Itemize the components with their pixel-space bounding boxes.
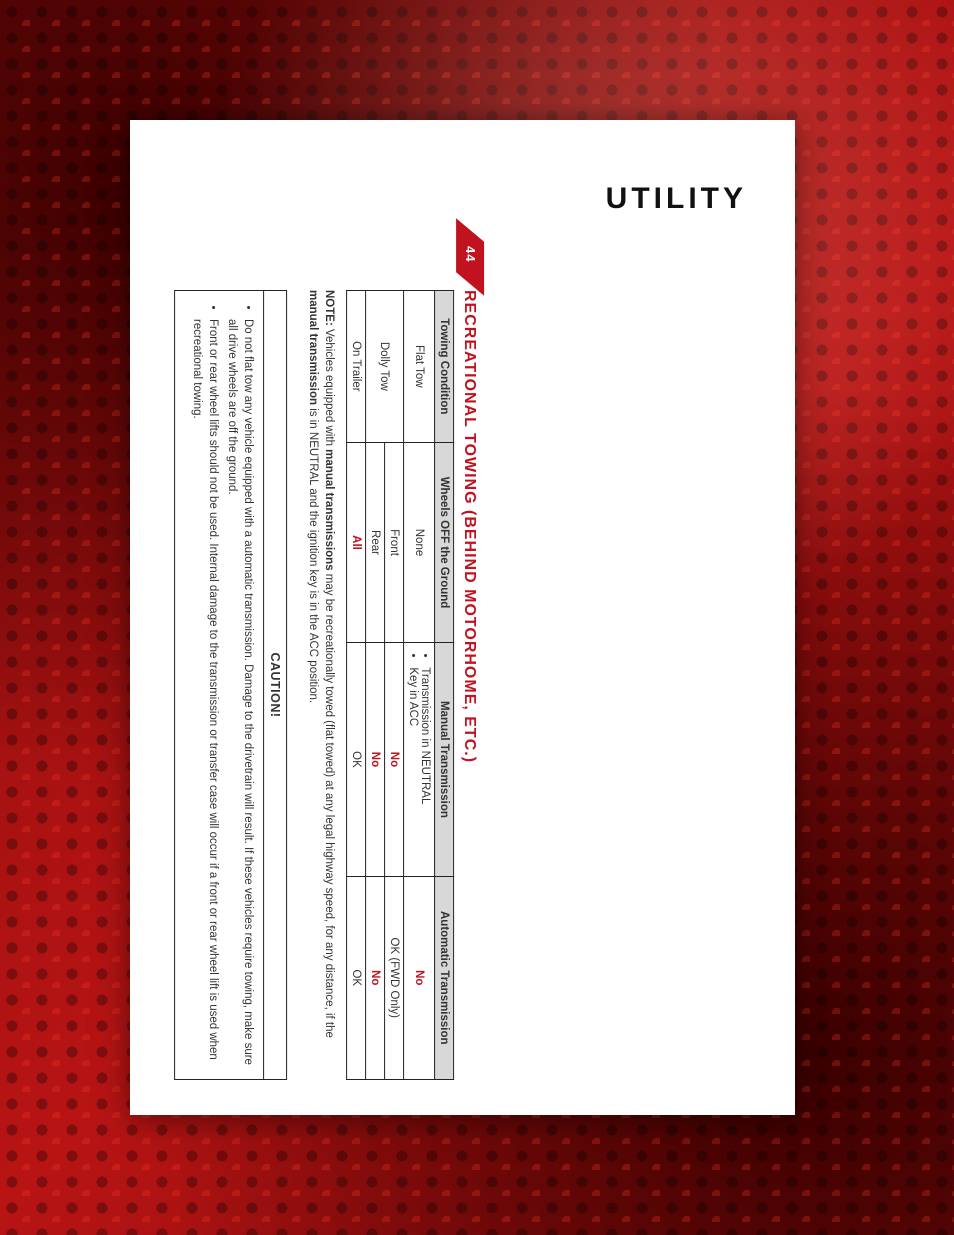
caution-item: Front or rear wheel lifts should not be … xyxy=(189,319,220,1069)
rotated-content: 44 RECREATIONAL TOWING (BEHIND MOTORHOME… xyxy=(174,250,478,1080)
note-text: is in NEUTRAL and the ignition key is in… xyxy=(308,405,320,703)
note-bold: manual transmissions xyxy=(323,449,335,570)
table-header-row: Towing Condition Wheels OFF the Ground M… xyxy=(435,291,454,1080)
row-flat-tow: Flat Tow None Transmission in NEUTRAL Ke… xyxy=(404,291,435,1080)
manual-page: UTILITY 44 RECREATIONAL TOWING (BEHIND M… xyxy=(130,120,795,1115)
note-label: NOTE: xyxy=(323,290,335,326)
note-bold: manual transmission xyxy=(308,290,320,405)
row-dolly-front: Dolly Tow Front No OK (FWD Only) xyxy=(385,291,404,1080)
cell-cond: On Trailer xyxy=(347,291,366,443)
towing-table: Towing Condition Wheels OFF the Ground M… xyxy=(346,290,454,1080)
cell-auto: No xyxy=(366,876,385,1079)
note-text: Vehicles equipped with xyxy=(323,326,335,449)
cell-auto: OK (FWD Only) xyxy=(385,876,404,1079)
cell-manual: No xyxy=(385,643,404,876)
cell-wheels: Front xyxy=(385,442,404,643)
manual-item: Key in ACC xyxy=(407,667,419,869)
page-title: RECREATIONAL TOWING (BEHIND MOTORHOME, E… xyxy=(460,290,478,1080)
cell-cond: Flat Tow xyxy=(404,291,435,443)
cell-wheels: None xyxy=(404,442,435,643)
page-number: 44 xyxy=(463,246,478,262)
cell-auto: No xyxy=(404,876,435,1079)
cell-manual: Transmission in NEUTRAL Key in ACC xyxy=(404,643,435,876)
manual-item: Transmission in NEUTRAL xyxy=(419,667,431,869)
section-header: UTILITY xyxy=(606,182,747,216)
note-paragraph: NOTE: Vehicles equipped with manual tran… xyxy=(305,290,336,1080)
col-auto-trans: Automatic Transmission xyxy=(435,876,454,1079)
cell-wheels: Rear xyxy=(366,442,385,643)
col-manual-trans: Manual Transmission xyxy=(435,643,454,876)
caution-heading: CAUTION! xyxy=(263,291,286,1079)
cell-cond: Dolly Tow xyxy=(366,291,404,443)
cell-wheels: All xyxy=(347,442,366,643)
caution-item: Do not flat tow any vehicle equipped wit… xyxy=(224,319,255,1069)
caution-body: Do not flat tow any vehicle equipped wit… xyxy=(175,291,263,1079)
caution-box: CAUTION! Do not flat tow any vehicle equ… xyxy=(174,290,287,1080)
note-text: may be recreationally towed (flat towed)… xyxy=(323,571,335,1038)
cell-auto: OK xyxy=(347,876,366,1079)
cell-manual: OK xyxy=(347,643,366,876)
col-towing-condition: Towing Condition xyxy=(435,291,454,443)
cell-manual: No xyxy=(366,643,385,876)
col-wheels-off: Wheels OFF the Ground xyxy=(435,442,454,643)
row-on-trailer: On Trailer All OK OK xyxy=(347,291,366,1080)
